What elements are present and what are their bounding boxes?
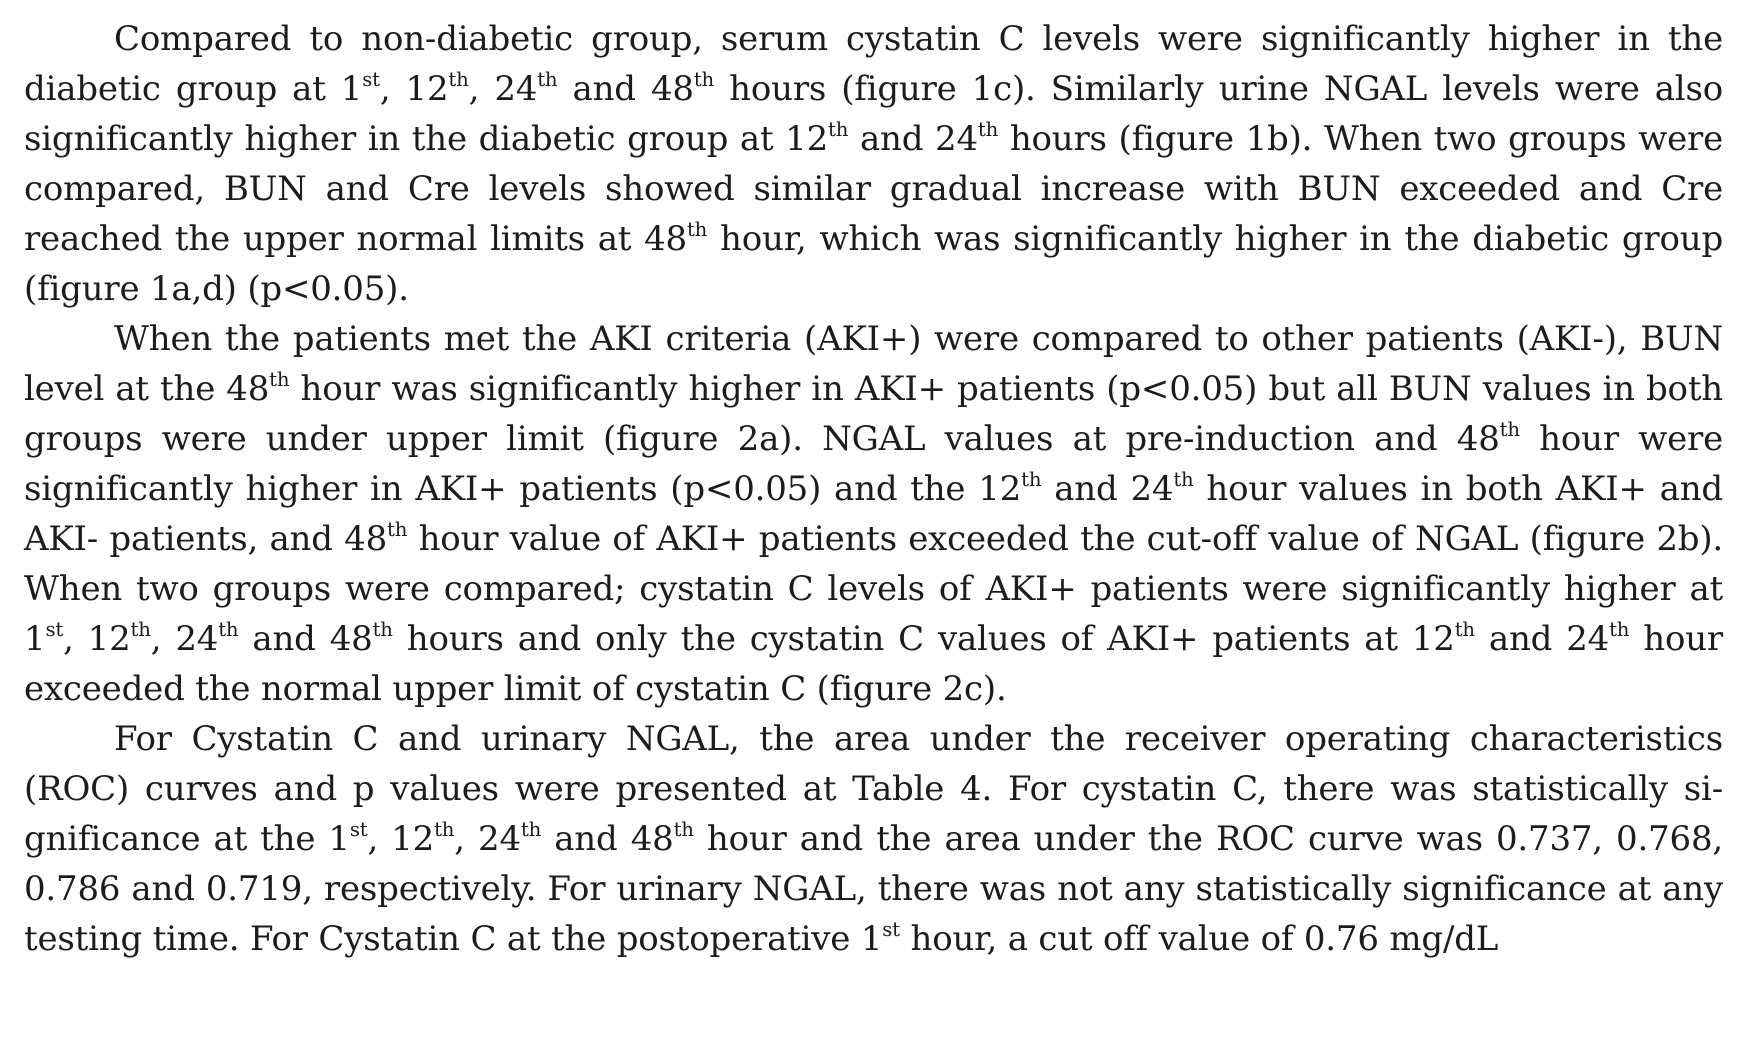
ordinal-superscript: th (1499, 417, 1520, 441)
text-run: and 24 (1041, 469, 1174, 509)
ordinal-superscript: th (686, 217, 708, 241)
text-run: , 12 (379, 69, 449, 109)
paragraph-roc-analysis: For Cystatin C and urinary NGAL, the are… (24, 714, 1723, 964)
ordinal-superscript: th (1454, 617, 1475, 641)
text-run: , 24 (468, 69, 538, 109)
text-run: and 48 (238, 619, 373, 659)
ordinal-superscript: th (448, 67, 469, 91)
ordinal-superscript: th (673, 817, 694, 841)
text-run: , 12 (63, 619, 131, 659)
ordinal-superscript: th (434, 817, 455, 841)
text-run: hour, a cut off value of 0.76 mg/dL (899, 919, 1499, 959)
ordinal-superscript: th (693, 67, 715, 91)
text-run: hour exceeded the normal upper limit of … (24, 619, 1723, 709)
text-run: When the patients met the AKI criteria (… (24, 319, 1723, 409)
text-run: , 24 (150, 619, 219, 659)
text-run: hours and only the cystatin C values of … (392, 619, 1455, 659)
ordinal-superscript: st (362, 67, 380, 91)
ordinal-superscript: th (1021, 467, 1042, 491)
text-run: hour values in both AKI+ and AKI- patien… (24, 469, 1723, 559)
paragraph-aki-comparison: When the patients met the AKI criteria (… (24, 314, 1723, 714)
ordinal-superscript: th (372, 617, 393, 641)
ordinal-superscript: th (1173, 467, 1194, 491)
ordinal-superscript: st (45, 617, 64, 641)
ordinal-superscript: th (1609, 617, 1630, 641)
text-run: , 12 (367, 819, 435, 859)
ordinal-superscript: th (977, 117, 999, 141)
ordinal-superscript: th (218, 617, 239, 641)
ordinal-superscript: th (130, 617, 151, 641)
text-run: hour were significantly higher in AKI+ p… (24, 419, 1724, 509)
text-run: , 24 (454, 819, 521, 859)
text-run: hours (figure 1b). When two groups were … (24, 119, 1723, 259)
ordinal-superscript: th (828, 117, 849, 141)
ordinal-superscript: th (269, 367, 290, 391)
text-run: hour, which was significantly higher in … (24, 219, 1724, 309)
paragraph-diabetic-comparison: Compared to non-diabetic group, serum cy… (24, 14, 1723, 314)
text-run: hour and the area under the ROC curve wa… (24, 819, 1723, 959)
ordinal-superscript: th (387, 517, 408, 541)
text-run: hours (figure 1c). Similarly urine NGAL … (24, 69, 1723, 159)
text-run: and 24 (848, 119, 978, 159)
text-run: hour value of AKI+ patients exceeded the… (24, 519, 1723, 659)
text-run: and 24 (1474, 619, 1610, 659)
text-run: and 48 (557, 69, 695, 109)
ordinal-superscript: th (520, 817, 542, 841)
ordinal-superscript: th (537, 67, 558, 91)
ordinal-superscript: st (349, 817, 368, 841)
text-run: hour was significantly higher in AKI+ pa… (24, 369, 1723, 459)
text-run: Compared to non-diabetic group, serum cy… (24, 19, 1723, 109)
text-run: For Cystatin C and urinary NGAL, the are… (24, 719, 1723, 859)
ordinal-superscript: st (882, 917, 900, 941)
text-run: and 48 (541, 819, 674, 859)
